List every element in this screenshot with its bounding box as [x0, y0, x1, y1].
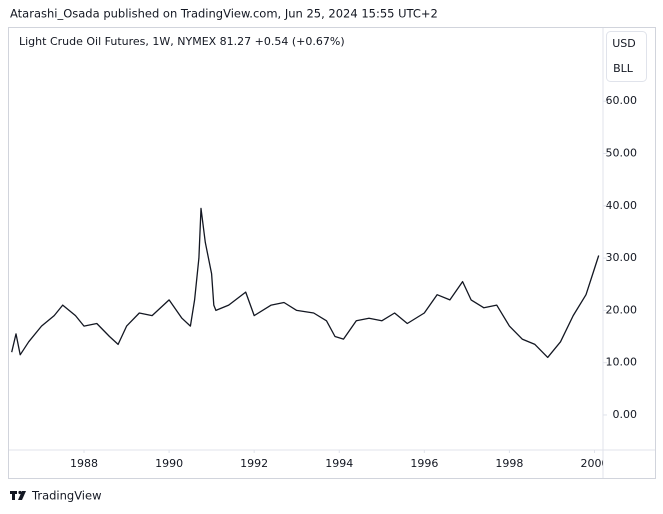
- x-tick-label: 1990: [155, 457, 183, 470]
- y-tick-label: 60.00: [606, 94, 638, 107]
- x-tick-label: 1998: [495, 457, 523, 470]
- currency-button[interactable]: USD: [612, 37, 636, 50]
- y-tick-label: 40.00: [606, 199, 638, 212]
- frame: [8, 27, 656, 479]
- y-tick-label: 10.00: [606, 356, 638, 369]
- y-tick-label: 50.00: [606, 147, 638, 160]
- x-tick-label: 1988: [70, 457, 98, 470]
- y-tick-label: 30.00: [606, 251, 638, 264]
- x-tick-label: 2000: [580, 457, 608, 470]
- brand: TradingView: [31, 489, 101, 503]
- y-tick-label: 20.00: [606, 303, 638, 316]
- logo: [10, 490, 26, 500]
- x-tick-label: 1992: [240, 457, 268, 470]
- publisher: Atarashi_Osada published on TradingView.…: [10, 7, 438, 21]
- plot: 1988 1990 1992 1994 1996 1998 2000: [11, 207, 608, 470]
- x-tick-label: 1994: [325, 457, 353, 470]
- unit-box[interactable]: [606, 31, 647, 82]
- legend: Light Crude Oil Futures, 1W, NYMEX 81.27…: [19, 35, 345, 48]
- price-line: [11, 207, 600, 359]
- unit-button[interactable]: BLL: [613, 62, 634, 75]
- y-tick-label: 0.00: [613, 408, 638, 421]
- x-tick-label: 1996: [410, 457, 438, 470]
